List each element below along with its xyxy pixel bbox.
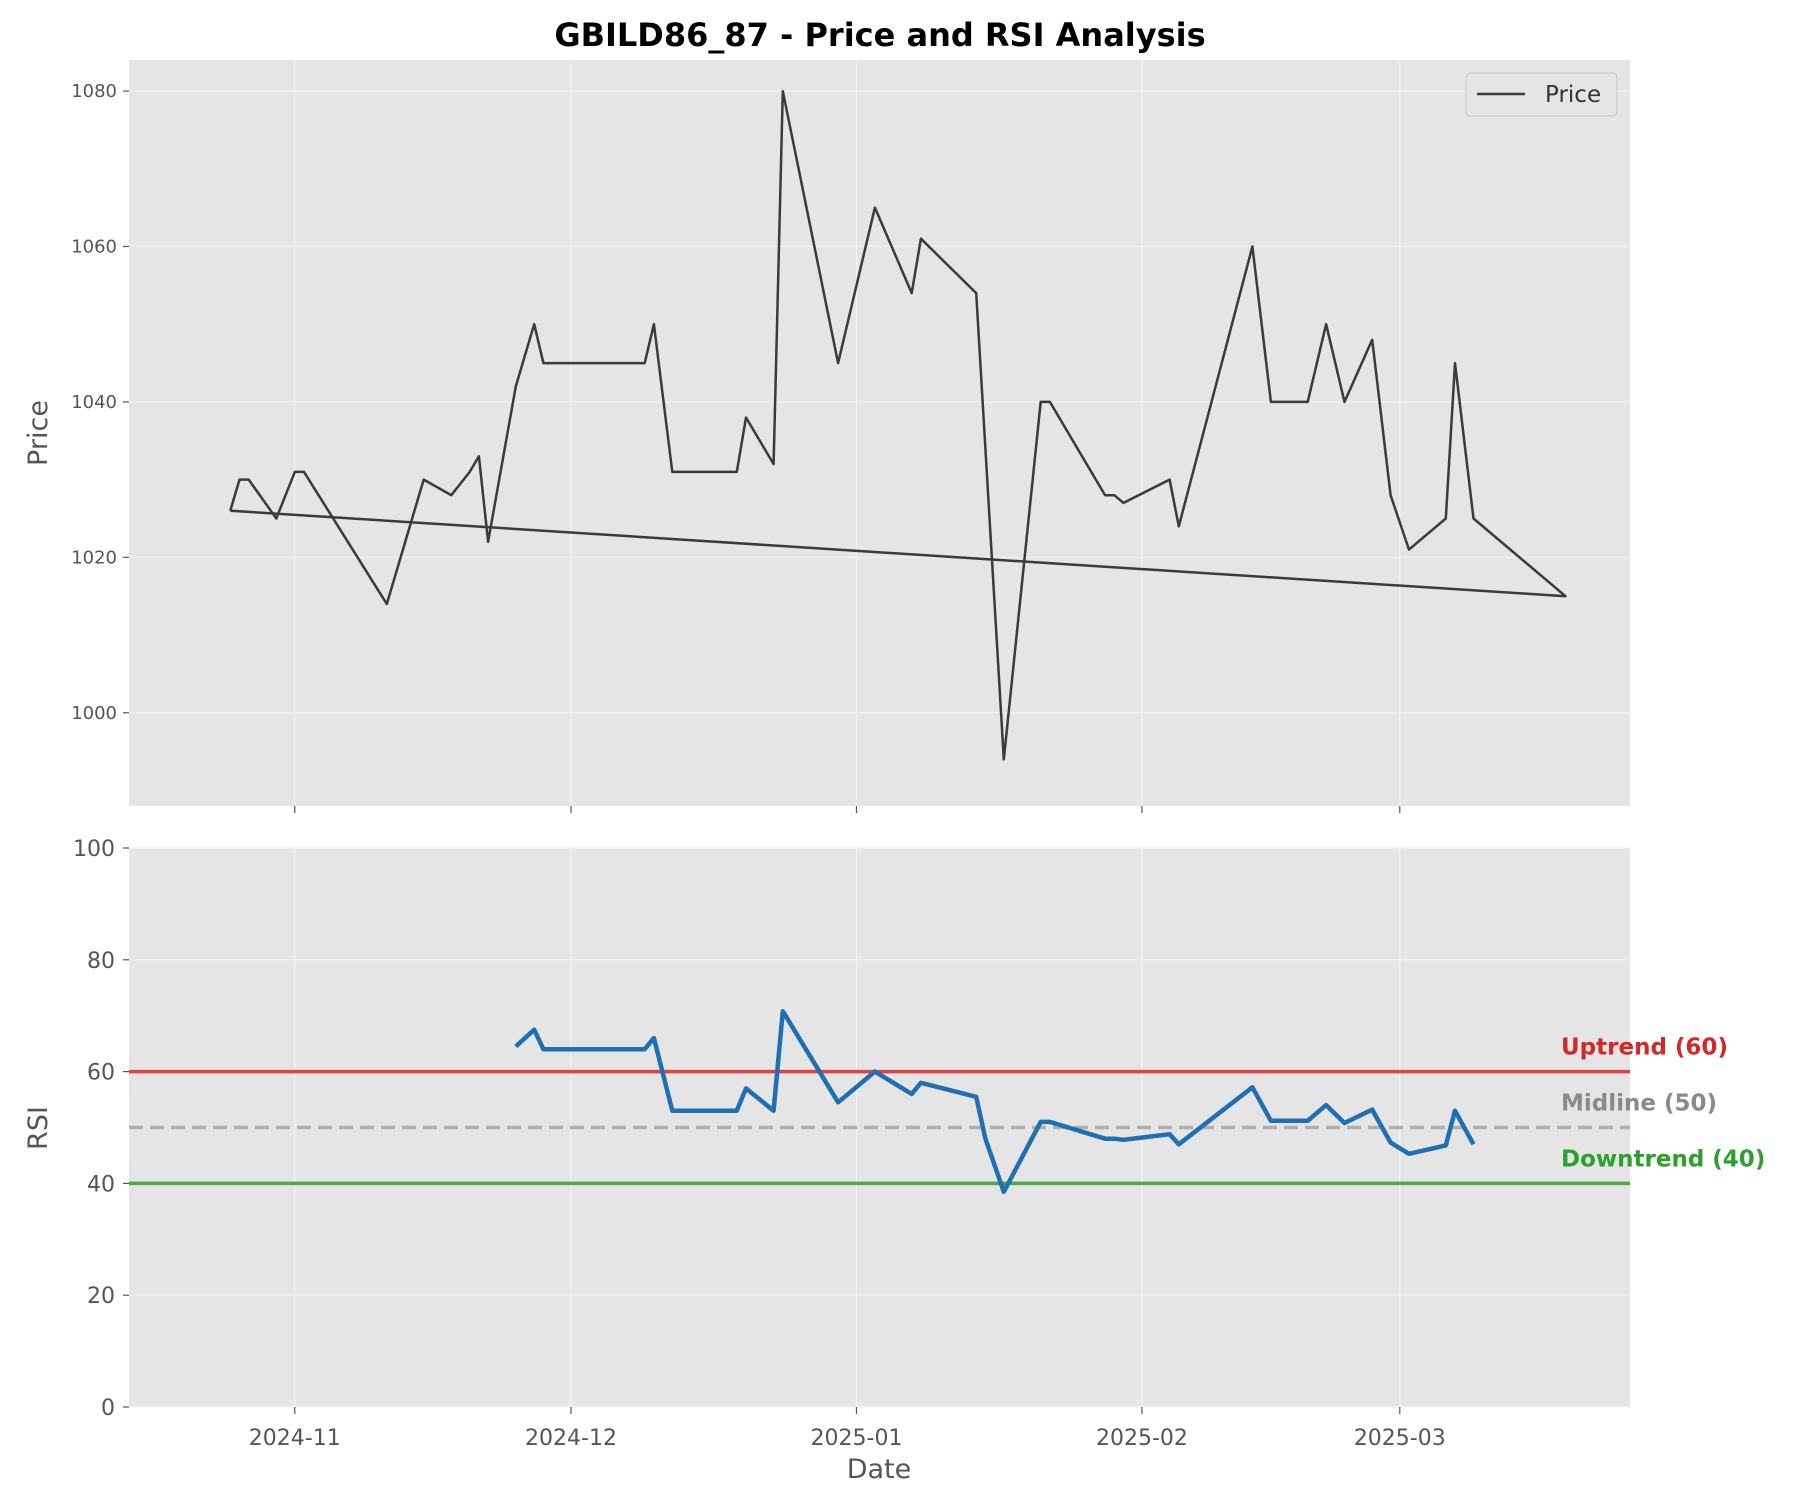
- rsi-reference-label: Midline (50): [1561, 1091, 1717, 1117]
- x-tick-label: 2025-02: [1096, 1426, 1188, 1451]
- price-plot-area: [129, 60, 1630, 806]
- chart-title: GBILD86_87 - Price and RSI Analysis: [554, 16, 1205, 54]
- x-tick-label: 2024-12: [525, 1426, 617, 1451]
- price-grid: [129, 60, 1630, 806]
- x-tick-label: 2025-03: [1354, 1426, 1446, 1451]
- rsi-series-line: [514, 1008, 1476, 1195]
- rsi-y-axis-label: RSI: [23, 1106, 54, 1150]
- rsi-panel: Uptrend (60) Midline (50) Downtrend (40) 0…: [23, 837, 1765, 1485]
- price-y-axis-label: Price: [23, 400, 54, 466]
- legend-price-label: Price: [1545, 82, 1601, 108]
- price-x-tick-marks: [294, 806, 1401, 813]
- rsi-reference-label: Uptrend (60): [1561, 1035, 1728, 1061]
- rsi-y-tick-label: 40: [87, 1172, 115, 1197]
- price-y-tick-label: 1060: [71, 237, 117, 258]
- price-y-tick-label: 1000: [71, 703, 117, 724]
- price-panel: 1000 1020 1040 1060 1080 Price Price: [23, 60, 1630, 813]
- x-axis-label: Date: [847, 1454, 912, 1485]
- rsi-y-tick-label: 60: [87, 1061, 115, 1086]
- rsi-y-tick-label: 0: [101, 1396, 115, 1421]
- legend-box: [1465, 72, 1618, 117]
- rsi-y-tick-label: 100: [73, 837, 115, 862]
- x-tick-label: 2024-11: [249, 1426, 341, 1451]
- rsi-x-ticks: 2024-11 2024-12 2025-01 2025-02 2025-03: [249, 1407, 1446, 1451]
- rsi-reference-label: Downtrend (40): [1561, 1146, 1765, 1172]
- rsi-y-tick-label: 80: [87, 949, 115, 974]
- x-tick-label: 2025-01: [811, 1426, 903, 1451]
- price-y-ticks: 1000 1020 1040 1060 1080: [71, 81, 129, 724]
- price-y-tick-label: 1040: [71, 392, 117, 413]
- rsi-plot-area: [129, 848, 1630, 1407]
- price-y-tick-label: 1020: [71, 547, 117, 568]
- rsi-y-ticks: 0 20 40 60 80 100: [73, 837, 129, 1421]
- price-series-line: [229, 89, 1567, 761]
- price-y-tick-label: 1080: [71, 81, 117, 102]
- rsi-y-tick-label: 20: [87, 1284, 115, 1309]
- price-legend: Price: [1465, 72, 1618, 117]
